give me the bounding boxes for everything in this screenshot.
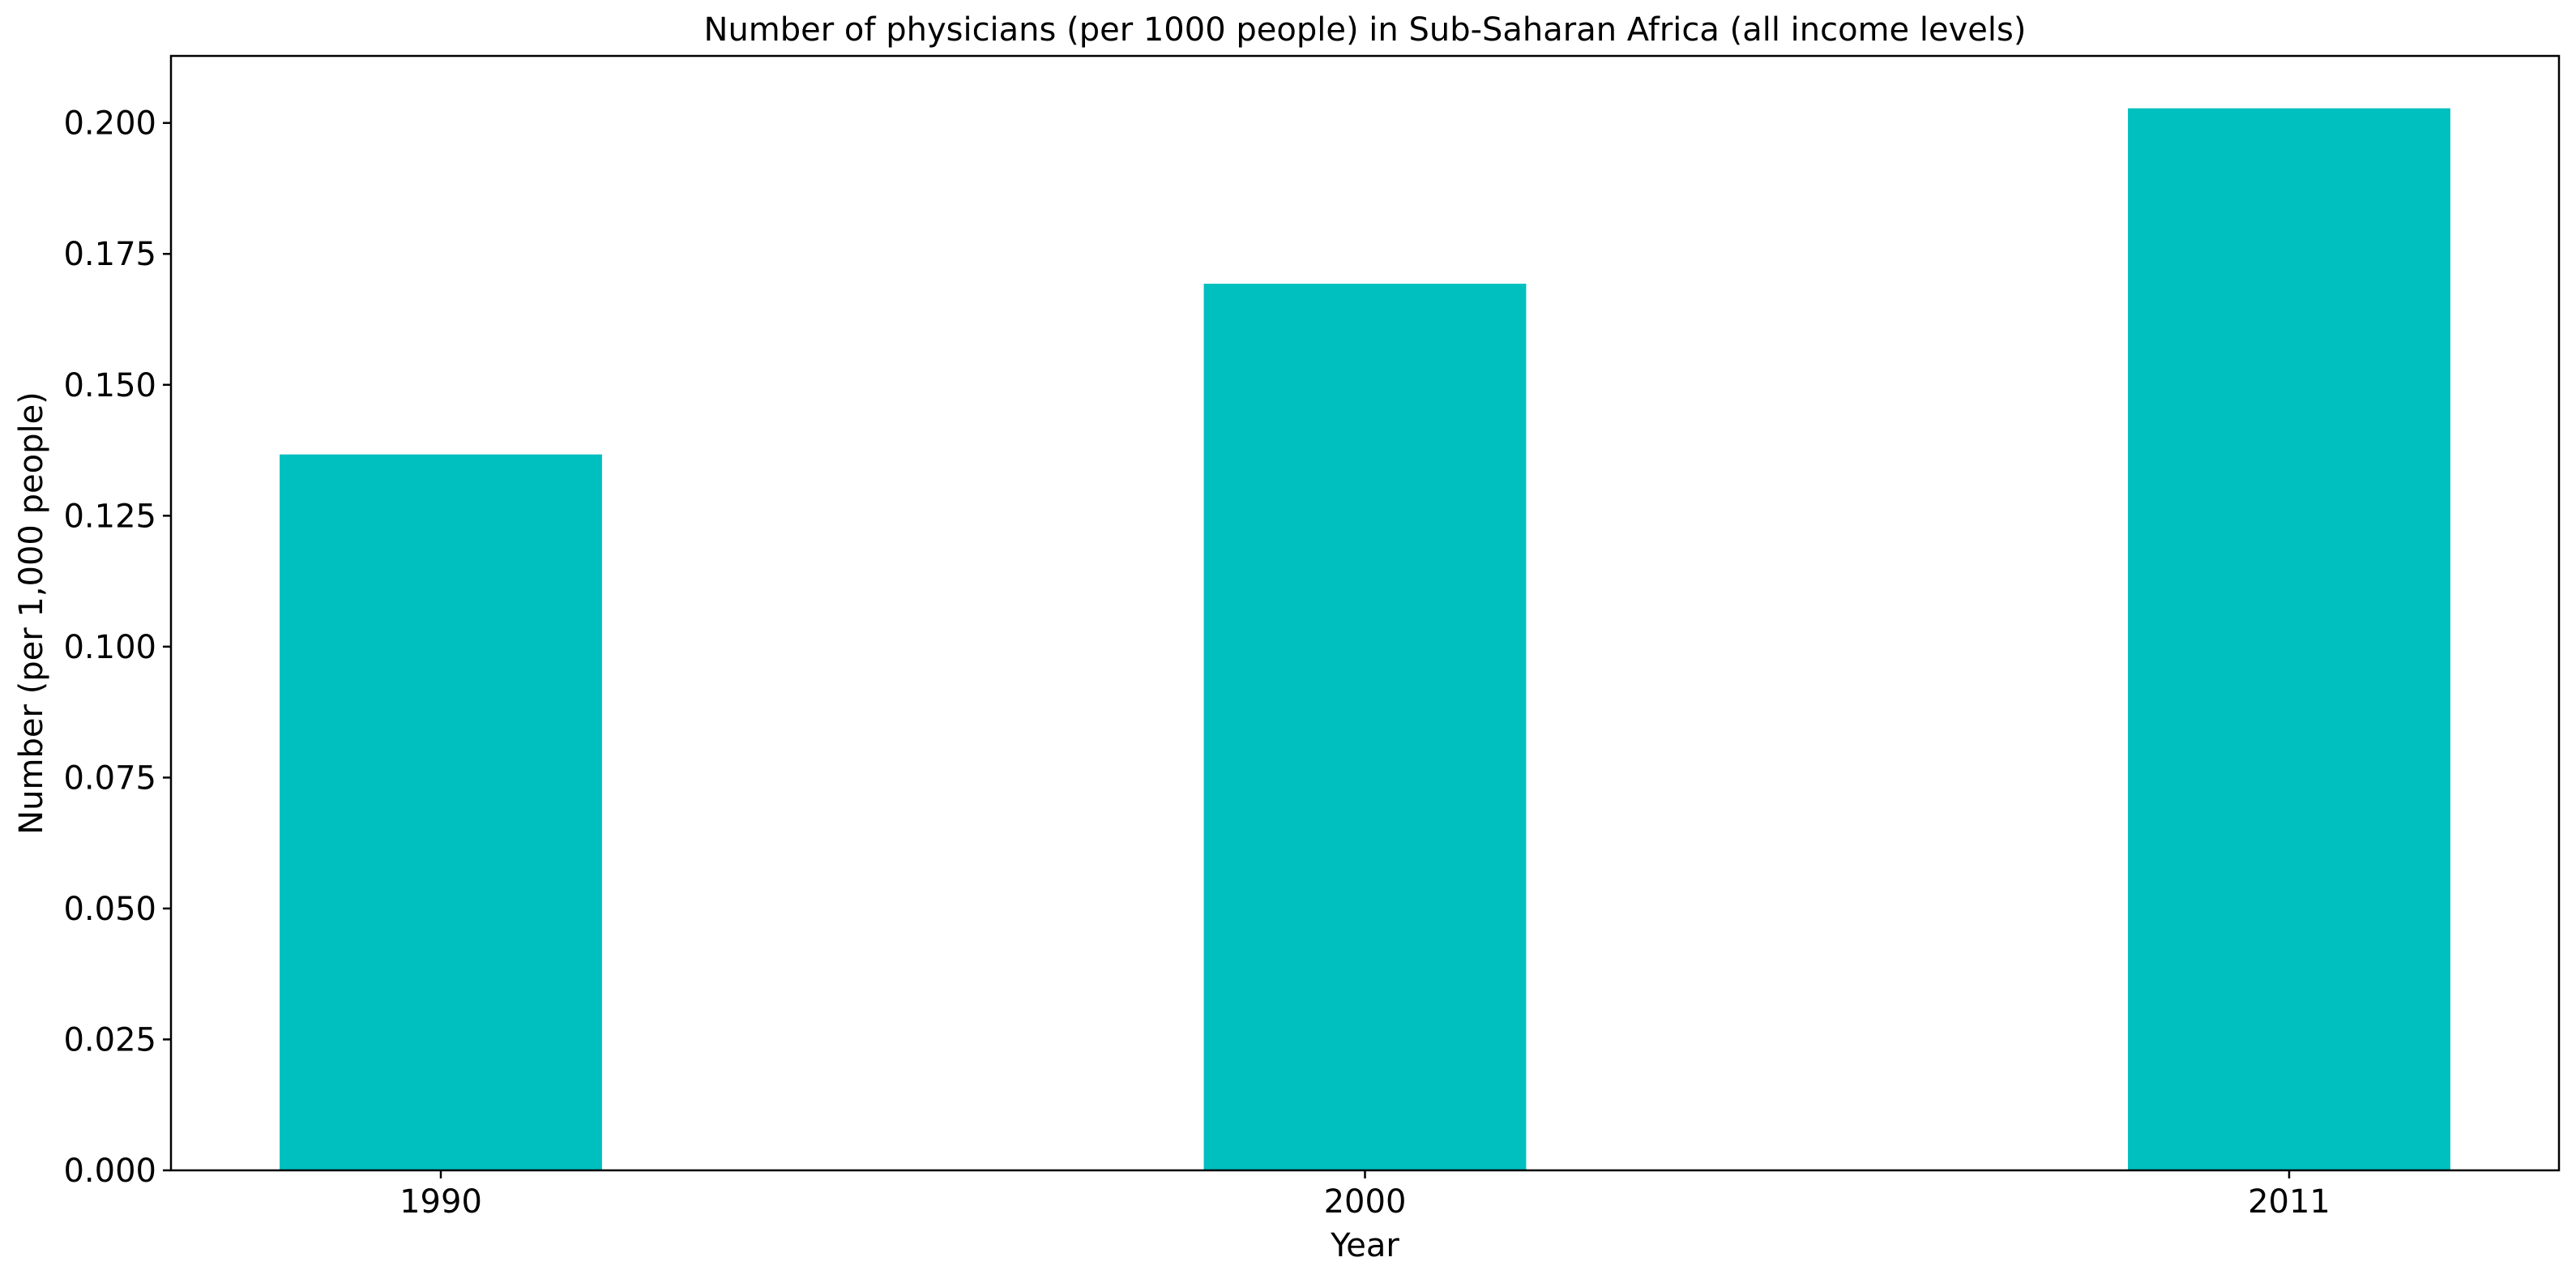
bar-2011 <box>2128 108 2450 1171</box>
chart-title: Number of physicians (per 1000 people) i… <box>704 11 2027 49</box>
x-tick-label: 1990 <box>399 1183 482 1221</box>
y-tick-label: 0.125 <box>63 498 156 535</box>
y-tick-label: 0.050 <box>63 891 156 928</box>
y-tick-label: 0.100 <box>63 629 156 666</box>
y-tick-label: 0.150 <box>63 367 156 404</box>
y-axis-ticks: 0.000 0.025 0.050 0.075 0.100 0.125 0.150 0.175… <box>63 105 171 1190</box>
x-axis-label: Year <box>1330 1227 1399 1264</box>
y-tick-label: 0.200 <box>63 105 156 143</box>
y-tick-label: 0.025 <box>63 1021 156 1058</box>
y-tick-label: 0.000 <box>63 1153 156 1190</box>
y-tick-label: 0.175 <box>63 236 156 273</box>
plot-frame <box>169 54 2561 1172</box>
x-tick-label: 2000 <box>1324 1183 1407 1221</box>
bar-2000 <box>1203 284 1527 1171</box>
bar-1990 <box>280 454 602 1170</box>
x-tick-label: 2011 <box>2248 1183 2330 1221</box>
x-axis-ticks: 1990 2000 2011 <box>399 1170 2330 1221</box>
y-tick-label: 0.075 <box>63 759 156 797</box>
y-axis-label: Number (per 1,000 people) <box>13 391 50 835</box>
bars-layer <box>280 108 2450 1171</box>
